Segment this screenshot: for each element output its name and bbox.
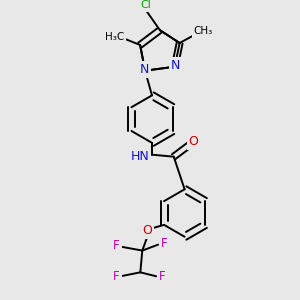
Text: N: N [140,63,149,76]
Text: O: O [189,135,198,148]
Text: F: F [159,270,165,283]
Text: CH₃: CH₃ [194,26,213,36]
Text: O: O [142,224,152,237]
Text: F: F [113,270,120,283]
Text: F: F [161,237,167,250]
Text: H₃C: H₃C [105,32,124,42]
Text: N: N [171,59,180,72]
Text: HN: HN [131,150,149,163]
Text: F: F [113,239,120,252]
Text: Cl: Cl [141,0,152,11]
